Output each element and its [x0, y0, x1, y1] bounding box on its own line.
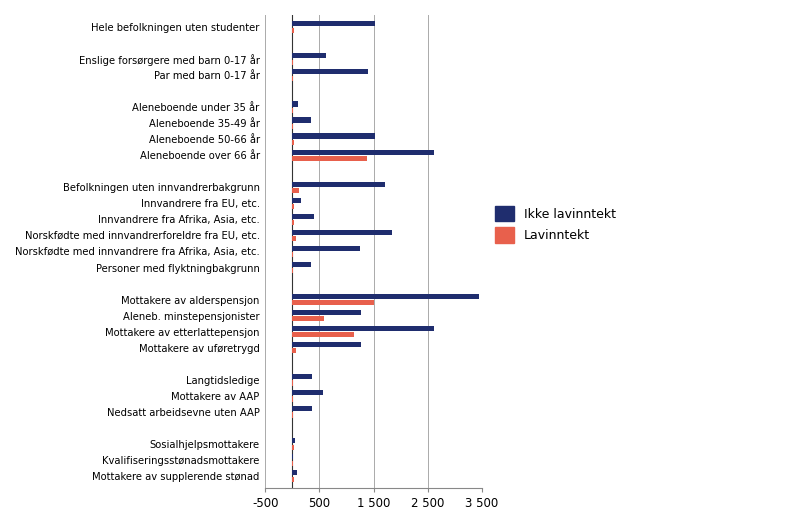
Bar [292, 310, 361, 315]
Bar [292, 406, 312, 411]
Bar [292, 108, 294, 113]
Bar [292, 140, 294, 145]
Bar [292, 438, 295, 443]
Bar [292, 262, 310, 267]
Bar [292, 332, 354, 338]
Bar [292, 204, 294, 209]
Bar [292, 220, 294, 225]
Bar [292, 413, 294, 417]
Bar [292, 348, 296, 353]
Bar [292, 445, 294, 449]
Bar [292, 252, 294, 257]
Bar [292, 188, 299, 193]
Bar [292, 342, 361, 347]
Bar [292, 374, 312, 379]
Bar [292, 246, 360, 251]
Bar [292, 124, 294, 129]
Bar [292, 294, 479, 299]
Bar [292, 390, 322, 395]
Bar [292, 229, 393, 235]
Bar [292, 316, 324, 321]
Bar [292, 156, 367, 161]
Bar [292, 69, 368, 75]
Bar [292, 236, 296, 241]
Bar [292, 28, 294, 33]
Legend: Ikke lavinntekt, Lavinntekt: Ikke lavinntekt, Lavinntekt [490, 201, 621, 248]
Bar [292, 396, 294, 402]
Bar [292, 182, 386, 187]
Bar [292, 21, 375, 26]
Bar [292, 76, 294, 81]
Bar [292, 381, 294, 385]
Bar [292, 268, 294, 274]
Bar [292, 101, 298, 107]
Bar [292, 60, 294, 65]
Bar [292, 197, 301, 203]
Bar [292, 477, 294, 482]
Bar [292, 460, 294, 466]
Bar [292, 470, 298, 475]
Bar [292, 133, 375, 139]
Bar [292, 150, 434, 155]
Bar [292, 326, 434, 331]
Bar [292, 214, 314, 219]
Bar [292, 300, 374, 306]
Bar [292, 54, 326, 58]
Bar [292, 118, 310, 122]
